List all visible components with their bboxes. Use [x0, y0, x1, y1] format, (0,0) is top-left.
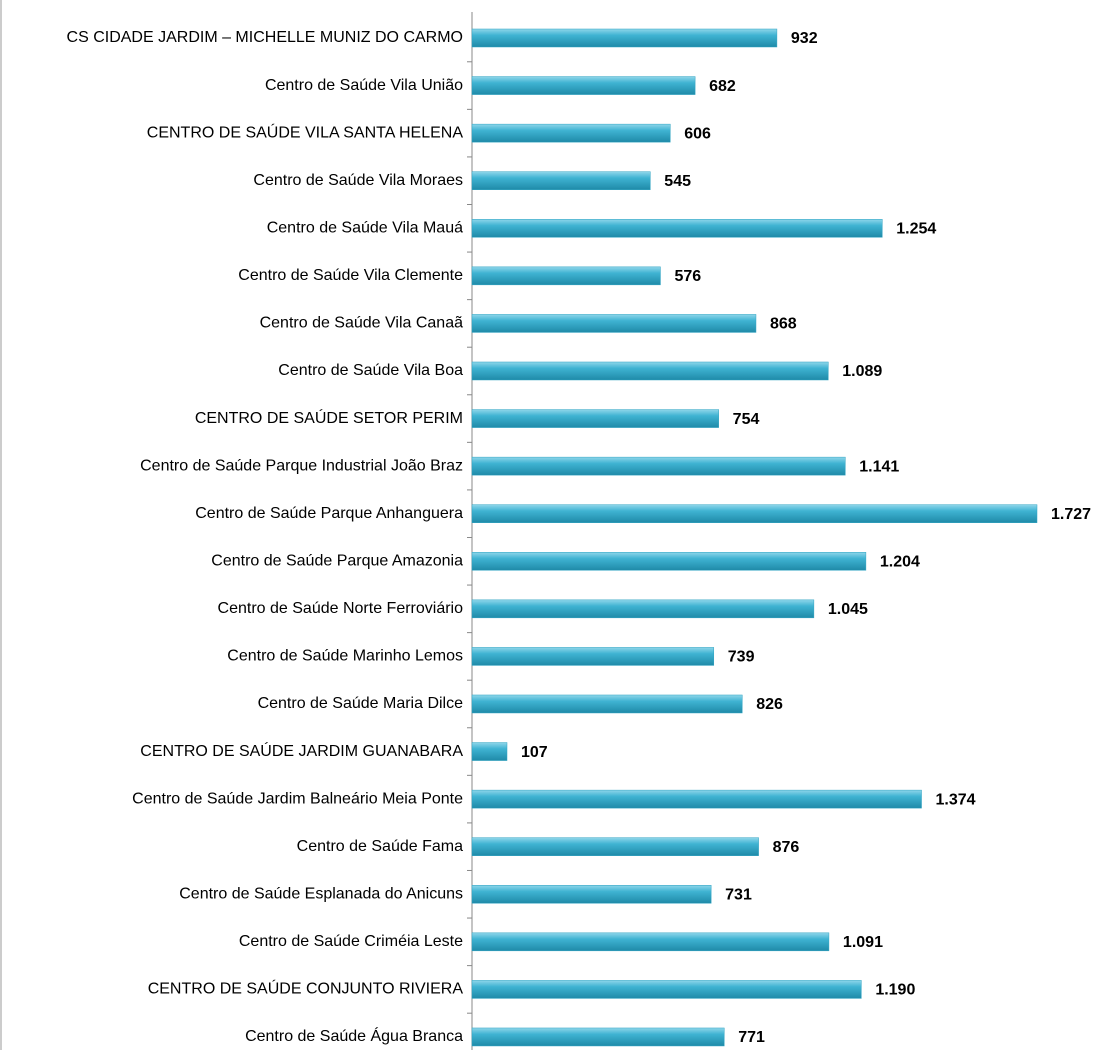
category-label: Centro de Saúde Parque Industrial João B…	[140, 457, 463, 474]
category-label: Centro de Saúde Marinho Lemos	[227, 648, 463, 665]
bar	[471, 219, 883, 238]
value-label: 731	[725, 886, 752, 903]
value-label: 1.254	[896, 220, 936, 237]
bar	[471, 456, 846, 476]
bar	[471, 742, 508, 761]
category-label: Centro de Saúde Água Branca	[245, 1026, 463, 1045]
value-label: 1.204	[880, 553, 920, 570]
bar	[471, 76, 696, 95]
bar	[471, 504, 1038, 523]
category-label: Centro de Saúde Criméia Leste	[239, 933, 463, 950]
bar	[471, 599, 815, 619]
bar	[471, 314, 757, 333]
value-label: 1.374	[936, 791, 976, 808]
value-label: 1.141	[859, 458, 899, 475]
category-label: Centro de Saúde Fama	[297, 838, 463, 855]
category-label: Centro de Saúde Jardim Balneário Meia Po…	[132, 790, 463, 807]
bar	[471, 409, 719, 428]
value-label: 1.727	[1051, 506, 1091, 523]
category-label: Centro de Saúde Parque Anhanguera	[195, 505, 463, 522]
value-label: 545	[664, 173, 691, 190]
category-label: Centro de Saúde Vila Moraes	[253, 172, 463, 189]
category-label: Centro de Saúde Vila Clemente	[238, 267, 463, 284]
value-label: 576	[674, 268, 701, 285]
bar	[471, 171, 651, 190]
value-label: 1.091	[843, 934, 883, 951]
bar	[471, 123, 671, 143]
category-label: Centro de Saúde Vila Boa	[278, 362, 463, 379]
value-label: 771	[738, 1029, 765, 1046]
category-label: Centro de Saúde Vila Mauá	[267, 219, 463, 236]
value-label: 876	[773, 839, 800, 856]
value-label: 739	[728, 649, 755, 666]
value-label: 606	[684, 125, 711, 142]
category-label: CENTRO DE SAÚDE VILA SANTA HELENA	[147, 122, 464, 141]
bar	[471, 361, 829, 381]
bar	[471, 932, 830, 952]
value-label: 826	[756, 696, 783, 713]
bar	[471, 837, 759, 856]
bar	[471, 789, 922, 809]
value-label: 1.190	[875, 982, 915, 999]
category-label: Centro de Saúde Vila Canaã	[260, 315, 464, 332]
value-label: 1.089	[842, 363, 882, 380]
bar	[471, 266, 661, 286]
category-label: CENTRO DE SAÚDE JARDIM GUANABARA	[140, 741, 463, 760]
bar	[471, 647, 715, 666]
bar	[471, 980, 862, 999]
value-label: 932	[791, 30, 818, 47]
value-label: 868	[770, 316, 797, 333]
bar	[471, 885, 712, 904]
category-label: CENTRO DE SAÚDE SETOR PERIM	[195, 408, 463, 427]
bar	[471, 552, 867, 571]
bar	[471, 1027, 725, 1047]
category-label: Centro de Saúde Esplanada do Anicuns	[179, 885, 463, 902]
category-label: Centro de Saúde Parque Amazonia	[211, 552, 463, 569]
value-label: 682	[709, 78, 736, 95]
bar	[471, 694, 743, 714]
category-label: CS CIDADE JARDIM – MICHELLE MUNIZ DO CAR…	[67, 29, 463, 46]
category-label: Centro de Saúde Vila União	[265, 77, 463, 94]
category-label: Centro de Saúde Norte Ferroviário	[218, 600, 464, 617]
value-label: 107	[521, 744, 548, 761]
value-label: 754	[733, 411, 760, 428]
value-label: 1.045	[828, 601, 868, 618]
bar	[471, 28, 778, 48]
category-label: CENTRO DE SAÚDE CONJUNTO RIVIERA	[148, 979, 464, 998]
category-label: Centro de Saúde Maria Dilce	[258, 695, 464, 712]
